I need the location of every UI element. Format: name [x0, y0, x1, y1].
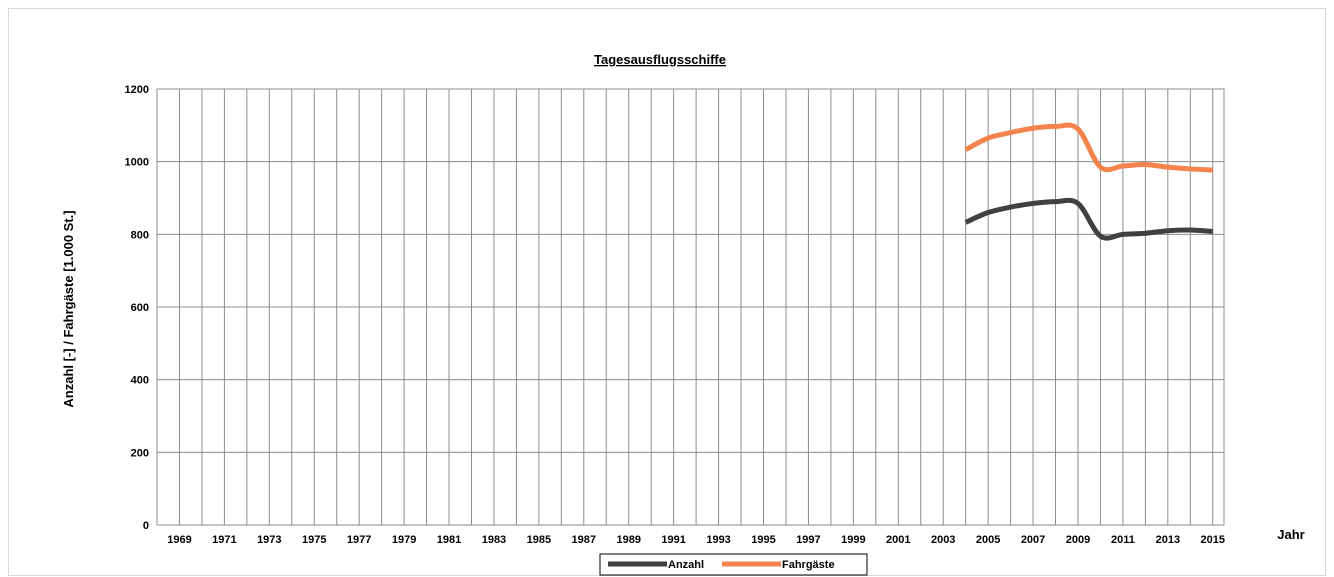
y-tick-label: 0: [143, 520, 149, 532]
y-tick-label: 400: [131, 375, 149, 387]
x-tick-label: 1981: [437, 534, 461, 546]
x-tick-labels: 1969 1971 1973 1975 1977 1979 1981 1983 1985 1987…: [167, 534, 1225, 546]
legend-label-fahrgaeste: Fahrgäste: [782, 559, 835, 571]
x-tick-label: 1969: [167, 534, 191, 546]
y-tick-label: 1000: [125, 157, 149, 169]
y-tick-label: 800: [131, 229, 149, 241]
plot-border: [156, 88, 1225, 526]
x-tick-label: 1973: [257, 534, 281, 546]
chart-title: Tagesausflugsschiffe: [594, 52, 726, 67]
y-tick-labels: 0 200 400 600 800 1000 1200: [125, 84, 149, 532]
x-tick-label: 2009: [1066, 534, 1090, 546]
x-tick-label: 1997: [796, 534, 820, 546]
x-tick-label: 1979: [392, 534, 416, 546]
y-tick-label: 600: [131, 302, 149, 314]
y-tick-label: 200: [131, 447, 149, 459]
x-tick-label: 1971: [212, 534, 236, 546]
x-axis-title: Jahr: [1277, 527, 1304, 542]
series-line-anzahl: [964, 197, 1213, 241]
x-tick-label: 1989: [616, 534, 640, 546]
x-tick-label: 1993: [706, 534, 730, 546]
x-tick-label: 1975: [302, 534, 326, 546]
x-tick-label: 2005: [976, 534, 1000, 546]
legend: Anzahl Fahrgäste: [599, 553, 868, 576]
grid: [156, 88, 1225, 526]
x-tick-label: 1985: [527, 534, 551, 546]
series-lines: [964, 122, 1213, 241]
x-tick-label: 1987: [572, 534, 596, 546]
x-tick-label: 2007: [1021, 534, 1045, 546]
y-axis-title: Anzahl [-] / Fahrgäste [1.000 St.]: [61, 210, 76, 407]
x-tick-label: 2011: [1111, 534, 1135, 546]
y-tick-label: 1200: [125, 84, 149, 96]
legend-label-anzahl: Anzahl: [668, 559, 704, 571]
x-tick-label: 2015: [1201, 534, 1225, 546]
x-tick-label: 2003: [931, 534, 955, 546]
x-tick-label: 1977: [347, 534, 371, 546]
chart-frame: 0 200 400 600 800 1000 1200 1969 1971 1973 1975 19…: [8, 8, 1326, 576]
x-tick-label: 1991: [661, 534, 685, 546]
series-line-fahrgaeste: [964, 122, 1213, 173]
x-tick-label: 1995: [751, 534, 775, 546]
x-tick-label: 1999: [841, 534, 865, 546]
x-tick-label: 2001: [886, 534, 910, 546]
x-tick-label: 1983: [482, 534, 506, 546]
x-tick-label: 2013: [1156, 534, 1180, 546]
